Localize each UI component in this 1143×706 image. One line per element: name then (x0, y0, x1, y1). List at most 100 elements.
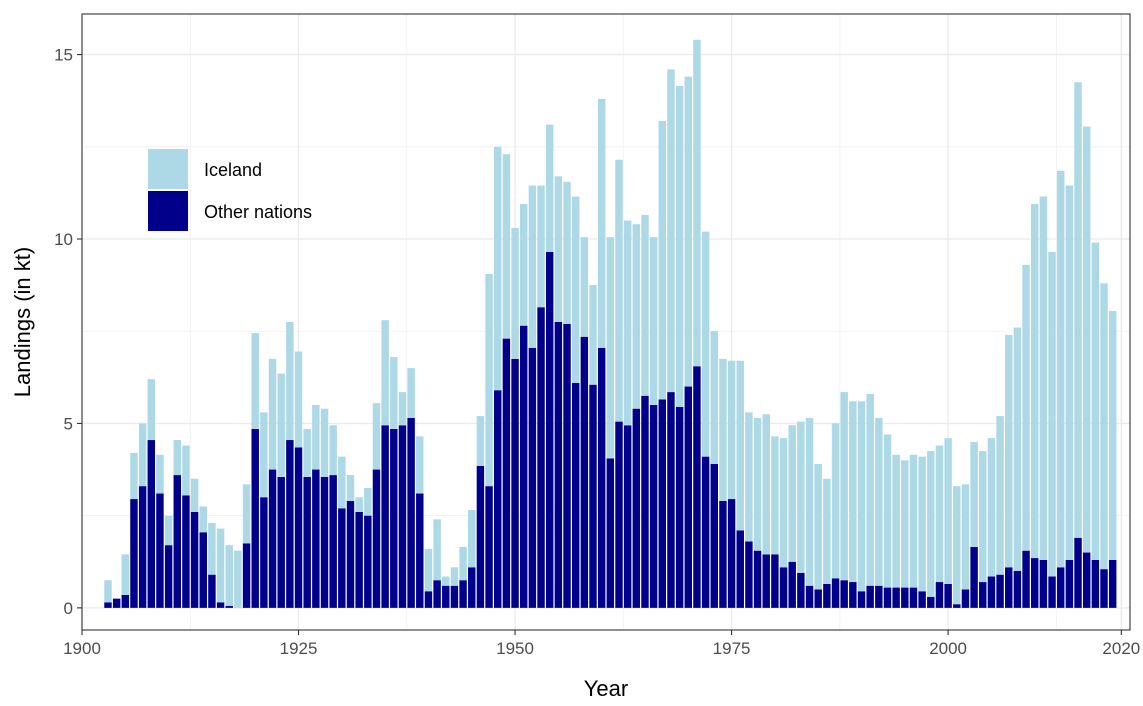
bar-other-nations-1999 (935, 582, 944, 608)
bar-other-nations-2018 (1100, 569, 1108, 608)
bar-other-nations-1931 (346, 500, 355, 608)
bar-iceland-2008 (1013, 327, 1022, 571)
bar-iceland-1996 (909, 454, 918, 588)
bar-other-nations-1955 (554, 322, 563, 608)
y-axis-title: Landings (in kt) (10, 247, 35, 397)
bar-other-nations-1959 (589, 384, 597, 608)
bar-other-nations-1942 (442, 585, 450, 608)
bar-other-nations-2011 (1039, 559, 1048, 608)
x-axis-ticks: 1900 1925 1950 1975 2000 2020 (63, 630, 1140, 658)
bar-iceland-1911 (173, 440, 181, 476)
bar-other-nations-1903 (104, 602, 112, 608)
bar-other-nations-1925 (294, 447, 303, 608)
bar-other-nations-1992 (875, 585, 883, 608)
bar-other-nations-1939 (416, 493, 424, 608)
bar-other-nations-1985 (814, 589, 822, 608)
bar-other-nations-1994 (892, 587, 900, 608)
bar-other-nations-1910 (164, 545, 173, 608)
bar-iceland-2004 (979, 451, 987, 583)
bar-other-nations-1926 (303, 476, 311, 608)
bar-iceland-1914 (199, 506, 207, 533)
bar-other-nations-1971 (693, 366, 701, 608)
bar-iceland-2015 (1074, 82, 1082, 538)
bar-other-nations-1938 (407, 417, 415, 608)
bar-iceland-2003 (970, 441, 978, 548)
bar-other-nations-1996 (909, 587, 918, 608)
bar-iceland-1924 (286, 322, 294, 441)
bar-other-nations-2016 (1082, 552, 1091, 608)
bar-iceland-1934 (372, 403, 381, 470)
bar-other-nations-1928 (320, 476, 329, 608)
bar-iceland-2002 (961, 484, 970, 590)
bar-iceland-1973 (710, 331, 718, 465)
bar-other-nations-2004 (979, 582, 987, 608)
bar-iceland-1953 (537, 185, 545, 308)
bar-other-nations-1974 (719, 500, 727, 608)
bar-iceland-1980 (771, 436, 779, 555)
bar-iceland-1984 (805, 417, 814, 586)
bar-iceland-1963 (623, 220, 632, 426)
bar-iceland-1947 (485, 274, 493, 487)
bar-iceland-1968 (667, 69, 675, 393)
bar-other-nations-1915 (208, 574, 216, 608)
bar-iceland-1949 (502, 154, 511, 339)
bar-iceland-1929 (329, 425, 337, 476)
bar-iceland-1926 (303, 428, 311, 477)
bar-other-nations-2017 (1091, 559, 1100, 608)
bar-other-nations-1949 (502, 338, 511, 608)
legend-swatch-other-nations (148, 191, 188, 231)
bar-other-nations-1966 (649, 404, 658, 608)
x-tick-label: 2020 (1102, 639, 1140, 658)
bar-iceland-1940 (424, 548, 433, 592)
bar-iceland-1913 (190, 478, 199, 512)
bar-iceland-1997 (918, 456, 926, 592)
bar-other-nations-1927 (312, 469, 320, 608)
bar-other-nations-2015 (1074, 537, 1082, 608)
bar-other-nations-1940 (424, 591, 433, 608)
bar-iceland-1907 (138, 423, 147, 487)
bar-iceland-1948 (494, 146, 502, 391)
panel-border (81, 13, 1131, 631)
bar-iceland-1988 (840, 392, 848, 581)
bar-iceland-1982 (788, 425, 796, 562)
bar-other-nations-1997 (918, 591, 926, 608)
bar-other-nations-1932 (355, 511, 363, 608)
bar-iceland-1972 (701, 231, 710, 457)
bar-iceland-2000 (944, 438, 952, 584)
bar-iceland-1986 (823, 478, 831, 584)
bar-other-nations-1981 (779, 567, 788, 608)
bar-iceland-1928 (320, 408, 329, 477)
legend-swatch-iceland (148, 149, 188, 189)
bar-other-nations-2012 (1048, 576, 1056, 608)
bar-iceland-1906 (130, 452, 138, 500)
bar-other-nations-1916 (216, 602, 225, 608)
bar-other-nations-1906 (130, 499, 138, 608)
bar-other-nations-1998 (927, 596, 935, 608)
bar-iceland-1952 (528, 185, 537, 348)
bar-iceland-1922 (268, 358, 277, 470)
x-tick-label: 1975 (713, 639, 751, 658)
bar-iceland-2018 (1100, 283, 1108, 570)
bar-iceland-1916 (216, 528, 225, 603)
bar-other-nations-1983 (797, 572, 805, 608)
bar-other-nations-1960 (597, 347, 606, 608)
bar-other-nations-1977 (745, 541, 753, 608)
bar-iceland-1942 (442, 576, 450, 586)
bar-other-nations-2014 (1065, 559, 1074, 608)
bar-iceland-2011 (1039, 196, 1048, 560)
bar-iceland-1983 (797, 421, 805, 573)
bar-iceland-1992 (875, 417, 883, 586)
bar-iceland-1919 (242, 484, 251, 544)
bar-other-nations-1965 (641, 395, 649, 608)
bar-iceland-1931 (346, 475, 355, 501)
bar-other-nations-1933 (364, 515, 372, 608)
bar-other-nations-1953 (537, 307, 545, 608)
bar-other-nations-1984 (805, 585, 814, 608)
bar-iceland-1955 (554, 176, 563, 322)
bar-other-nations-1976 (736, 530, 744, 608)
bar-other-nations-1954 (545, 251, 554, 608)
bar-iceland-1905 (121, 554, 130, 595)
bar-iceland-1987 (831, 423, 840, 579)
bar-other-nations-1905 (121, 594, 130, 608)
